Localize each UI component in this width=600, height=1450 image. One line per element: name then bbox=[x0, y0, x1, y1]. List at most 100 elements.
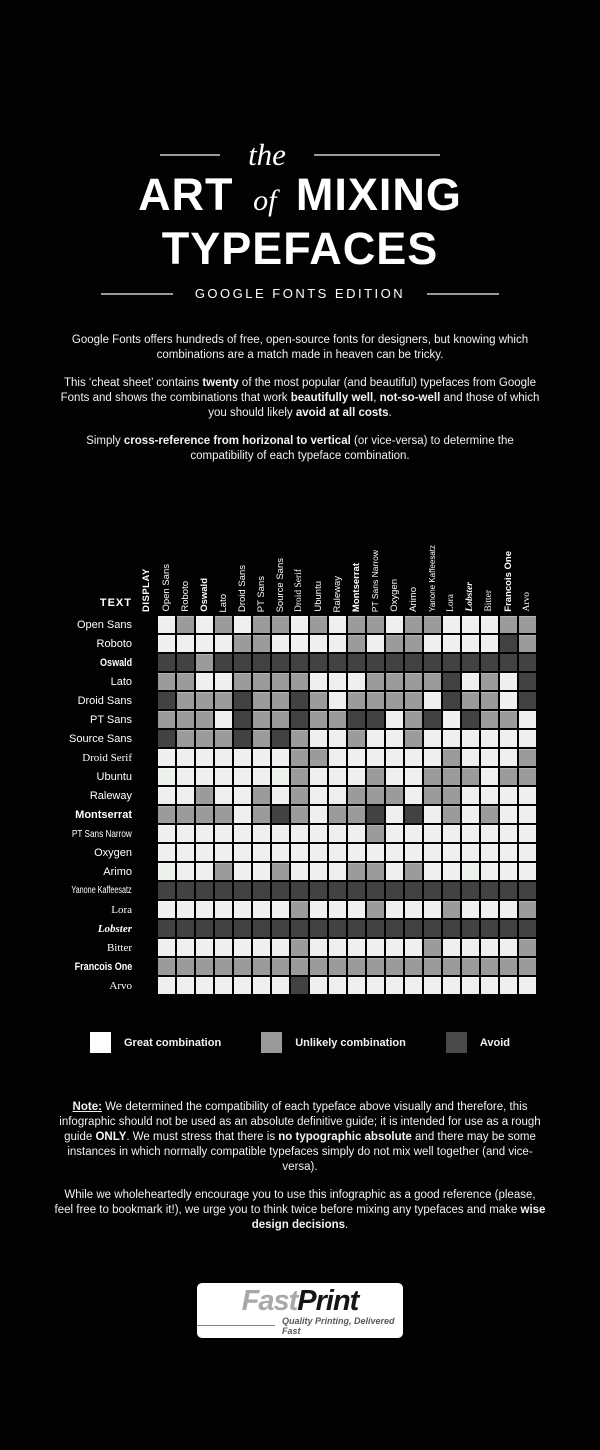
matrix-cell bbox=[272, 654, 289, 671]
intro-text: Google Fonts offers hundreds of free, op… bbox=[54, 333, 546, 477]
matrix-cell bbox=[329, 616, 346, 633]
row-label-pt-sans: PT Sans bbox=[90, 713, 132, 726]
matrix-cell bbox=[177, 806, 194, 823]
matrix-cell bbox=[291, 882, 308, 899]
matrix-cell bbox=[196, 673, 213, 690]
matrix-cell bbox=[443, 825, 460, 842]
matrix-cell bbox=[386, 749, 403, 766]
matrix-cell bbox=[329, 787, 346, 804]
matrix-cell bbox=[348, 882, 365, 899]
matrix-cell bbox=[177, 977, 194, 994]
matrix-cell bbox=[291, 768, 308, 785]
matrix-cell bbox=[386, 882, 403, 899]
legend-item: Unlikely combination bbox=[261, 1032, 406, 1053]
matrix-cell bbox=[500, 977, 517, 994]
matrix-cell bbox=[405, 730, 422, 747]
matrix-cell bbox=[481, 844, 498, 861]
matrix-cell bbox=[310, 920, 327, 937]
legend-swatch bbox=[445, 1032, 467, 1053]
matrix-cell bbox=[196, 749, 213, 766]
matrix-cell bbox=[386, 673, 403, 690]
matrix-cell bbox=[481, 749, 498, 766]
matrix-cell bbox=[291, 787, 308, 804]
note-paragraph-1: Note: We determined the compatibility of… bbox=[59, 1101, 541, 1173]
intro-paragraph-3: Simply cross-reference from horizonal to… bbox=[86, 435, 514, 462]
matrix-cell bbox=[443, 673, 460, 690]
matrix-cell bbox=[329, 844, 346, 861]
logo-fast: Fast bbox=[241, 1284, 299, 1317]
matrix-cell bbox=[367, 977, 384, 994]
matrix-cell bbox=[386, 844, 403, 861]
matrix-cell bbox=[310, 787, 327, 804]
matrix-cell bbox=[405, 825, 422, 842]
subtitle: GOOGLE FONTS EDITION bbox=[194, 286, 406, 301]
matrix-cell bbox=[234, 673, 251, 690]
matrix-cell bbox=[234, 863, 251, 880]
matrix-cell bbox=[196, 920, 213, 937]
column-header-raleway: Raleway bbox=[332, 575, 343, 612]
row-label-arimo: Arimo bbox=[103, 865, 132, 878]
matrix-cell bbox=[405, 635, 422, 652]
matrix-cell bbox=[215, 958, 232, 975]
matrix-cell bbox=[158, 673, 175, 690]
note-text: Note: We determined the compatibility of… bbox=[54, 1100, 546, 1246]
matrix-cell bbox=[158, 958, 175, 975]
matrix-cell bbox=[196, 711, 213, 728]
column-header-lato: Lato bbox=[218, 593, 229, 613]
matrix-cell bbox=[367, 673, 384, 690]
matrix-cell bbox=[405, 787, 422, 804]
matrix-cell bbox=[462, 730, 479, 747]
matrix-cell bbox=[177, 844, 194, 861]
matrix-cell bbox=[196, 730, 213, 747]
column-header-droid-serif: Droid Serif bbox=[294, 568, 304, 612]
matrix-cell bbox=[462, 825, 479, 842]
matrix-cell bbox=[405, 901, 422, 918]
matrix-cell bbox=[367, 863, 384, 880]
matrix-cell bbox=[348, 787, 365, 804]
column-header-arimo: Arimo bbox=[408, 587, 419, 612]
matrix-cell bbox=[196, 863, 213, 880]
matrix-cell bbox=[234, 939, 251, 956]
matrix-cell bbox=[253, 939, 270, 956]
matrix-cell bbox=[481, 635, 498, 652]
matrix-cell bbox=[158, 920, 175, 937]
row-label-ubuntu: Ubuntu bbox=[96, 770, 132, 783]
matrix-cell bbox=[329, 806, 346, 823]
matrix-cell bbox=[519, 787, 536, 804]
matrix-cell bbox=[215, 977, 232, 994]
matrix-cell bbox=[329, 958, 346, 975]
matrix-cell bbox=[348, 958, 365, 975]
matrix-cell bbox=[215, 730, 232, 747]
matrix-cell bbox=[348, 806, 365, 823]
matrix-cell bbox=[500, 711, 517, 728]
matrix-cell bbox=[253, 749, 270, 766]
matrix-cell bbox=[215, 939, 232, 956]
matrix-cell bbox=[158, 806, 175, 823]
matrix-cell bbox=[329, 882, 346, 899]
matrix-cell bbox=[253, 844, 270, 861]
matrix-cell bbox=[253, 920, 270, 937]
title-pre: the bbox=[248, 137, 286, 172]
matrix-cell bbox=[215, 825, 232, 842]
matrix-cell bbox=[500, 692, 517, 709]
title-of: of bbox=[253, 184, 277, 217]
matrix-cell bbox=[481, 673, 498, 690]
matrix-cell bbox=[462, 749, 479, 766]
matrix-cell bbox=[367, 882, 384, 899]
matrix-cell bbox=[310, 654, 327, 671]
matrix-cell bbox=[234, 749, 251, 766]
matrix-cell bbox=[234, 977, 251, 994]
matrix-cell bbox=[386, 977, 403, 994]
matrix-cell bbox=[291, 635, 308, 652]
matrix-cell bbox=[158, 939, 175, 956]
compatibility-matrix: TEXT DISPLAY Open Sans Roboto Oswald Lato Dr… bbox=[0, 515, 600, 995]
matrix-cell bbox=[405, 673, 422, 690]
matrix-cell bbox=[329, 825, 346, 842]
matrix-cell bbox=[443, 787, 460, 804]
row-label-montserrat: Montserrat bbox=[75, 808, 132, 821]
matrix-cell bbox=[253, 825, 270, 842]
matrix-cell bbox=[481, 825, 498, 842]
matrix-cell bbox=[405, 920, 422, 937]
title-mixing: MIXING bbox=[295, 169, 462, 220]
legend-label: Avoid bbox=[479, 1036, 510, 1049]
